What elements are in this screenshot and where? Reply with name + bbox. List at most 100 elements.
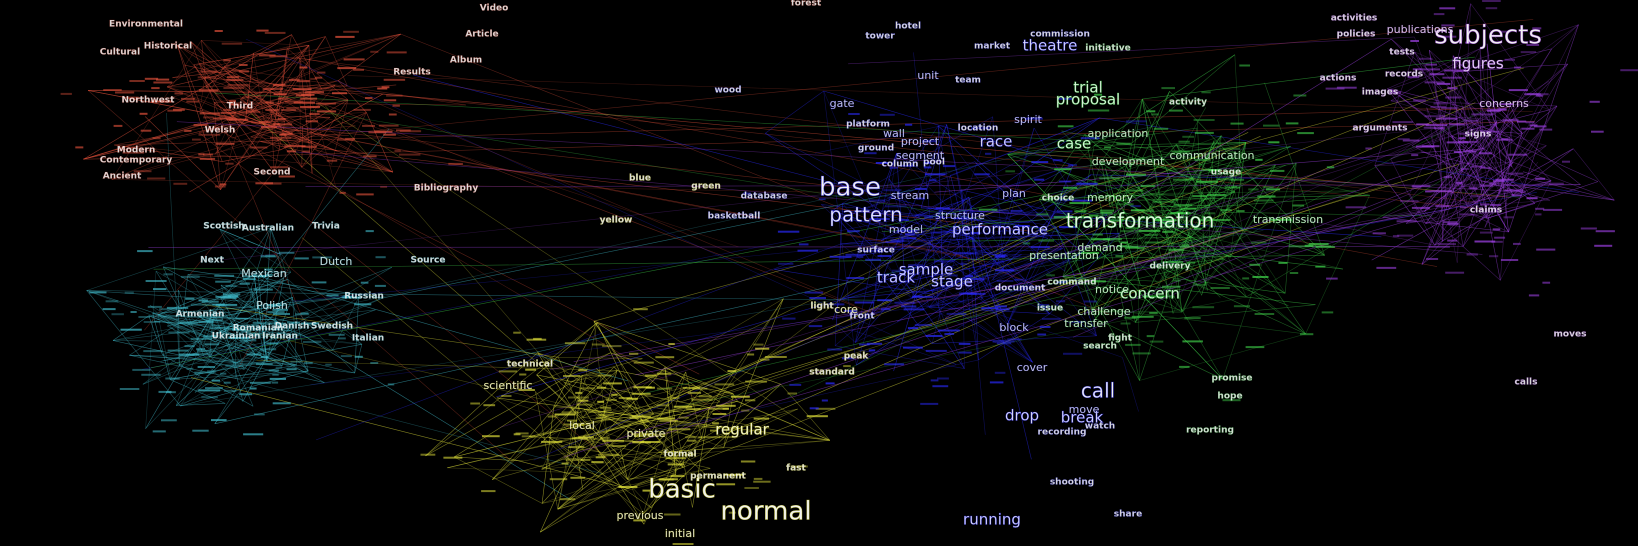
- graph-edge: [1222, 162, 1297, 380]
- graph-edge: [911, 297, 1033, 363]
- graph-edge: [1466, 148, 1484, 151]
- graph-edge: [219, 228, 291, 273]
- tiny-node-label: [970, 232, 980, 234]
- tiny-node-label: [716, 404, 736, 407]
- tiny-node-label: [687, 439, 697, 442]
- node-label: tower: [865, 32, 895, 42]
- graph-edge: [1420, 174, 1487, 210]
- graph-edge: [821, 204, 930, 308]
- graph-edge: [841, 117, 1100, 219]
- tiny-node-label: [1231, 185, 1237, 188]
- tiny-node-label: [1103, 238, 1122, 241]
- tiny-node-label: [443, 456, 463, 459]
- graph-edge: [240, 98, 249, 107]
- tiny-node-label: [806, 415, 828, 418]
- graph-edge: [167, 86, 289, 120]
- tiny-node-label: [271, 381, 279, 384]
- tiny-node-label: [1144, 233, 1159, 236]
- tiny-node-label: [269, 377, 286, 380]
- graph-edge: [1072, 193, 1410, 338]
- node-label: Third: [227, 102, 254, 112]
- tiny-node-label: [1425, 124, 1447, 127]
- graph-edge: [646, 405, 830, 441]
- graph-edge: [601, 423, 632, 454]
- tiny-node-label: [958, 342, 971, 345]
- graph-edge: [541, 488, 583, 504]
- tiny-node-label: [198, 153, 205, 156]
- tiny-node-label: [933, 231, 952, 234]
- graph-edge: [223, 65, 881, 317]
- tiny-node-label: [1589, 100, 1600, 103]
- graph-edge: [199, 63, 215, 103]
- tiny-node-label: [301, 145, 317, 148]
- graph-edge: [832, 203, 843, 211]
- tiny-node-label: [378, 124, 399, 127]
- graph-edge: [400, 33, 1113, 316]
- graph-edge: [224, 33, 401, 67]
- tiny-node-label: [1057, 125, 1074, 128]
- tiny-node-label: [561, 411, 579, 414]
- tiny-node-label: [265, 101, 274, 104]
- graph-edge: [204, 34, 292, 78]
- graph-edge: [111, 85, 336, 180]
- tiny-node-label: [1487, 109, 1501, 112]
- tiny-node-label: [1527, 93, 1549, 96]
- node-label: activities: [1331, 14, 1378, 24]
- tiny-node-label: [1087, 109, 1110, 112]
- tiny-node-label: [165, 377, 180, 380]
- graph-edge: [823, 90, 1074, 166]
- tiny-node-label: [272, 313, 290, 315]
- tiny-node-label: [1526, 44, 1540, 46]
- tiny-node-label: [196, 348, 205, 351]
- tiny-node-label: [745, 380, 767, 383]
- tiny-node-label: [1443, 221, 1458, 224]
- graph-edge: [1461, 127, 1479, 171]
- node-label: wall: [883, 127, 905, 140]
- tiny-node-label: [238, 111, 261, 114]
- graph-edge: [535, 391, 559, 510]
- graph-edge: [576, 396, 684, 468]
- tiny-node-label: [167, 349, 189, 352]
- tiny-node-label: [859, 343, 870, 346]
- tiny-node-label: [1038, 239, 1055, 242]
- graph-edge: [112, 340, 216, 343]
- graph-edge: [848, 36, 1415, 65]
- graph-edge: [841, 273, 901, 299]
- tiny-node-label: [294, 257, 309, 260]
- node-label: plan: [1002, 187, 1026, 200]
- tiny-node-label: [1130, 209, 1145, 212]
- tiny-node-label: [829, 255, 852, 258]
- node-label: team: [955, 76, 981, 86]
- node-label: Ancient: [103, 172, 142, 182]
- tiny-node-label: [672, 543, 694, 545]
- tiny-node-label: [611, 393, 618, 396]
- graph-edge: [692, 407, 710, 508]
- tiny-node-label: [197, 366, 216, 368]
- tiny-node-label: [1433, 102, 1447, 105]
- tiny-node-label: [1230, 178, 1245, 181]
- tiny-node-label: [1300, 333, 1314, 336]
- tiny-node-label: [1500, 259, 1519, 261]
- graph-edge: [647, 386, 688, 427]
- graph-edge: [911, 175, 951, 299]
- tiny-node-label: [727, 370, 737, 373]
- node-label: permanent: [690, 472, 746, 482]
- graph-edge: [163, 316, 291, 331]
- graph-edge: [1483, 148, 1513, 167]
- graph-edge: [167, 33, 401, 88]
- tiny-node-label: [978, 208, 998, 211]
- graph-edge: [649, 371, 687, 437]
- tiny-node-label: [150, 100, 172, 103]
- tiny-node-label: [363, 155, 377, 158]
- tiny-node-label: [1056, 210, 1073, 213]
- node-label: Source: [411, 256, 446, 266]
- tiny-node-label: [163, 273, 173, 276]
- graph-edge: [856, 313, 873, 366]
- tiny-node-label: [642, 489, 650, 492]
- node-label: subjects: [1434, 21, 1542, 51]
- graph-edge: [447, 423, 632, 469]
- tiny-node-label: [256, 29, 269, 32]
- tiny-node-label: [140, 129, 152, 132]
- tiny-node-label: [670, 475, 685, 478]
- graph-edge: [1510, 63, 1568, 162]
